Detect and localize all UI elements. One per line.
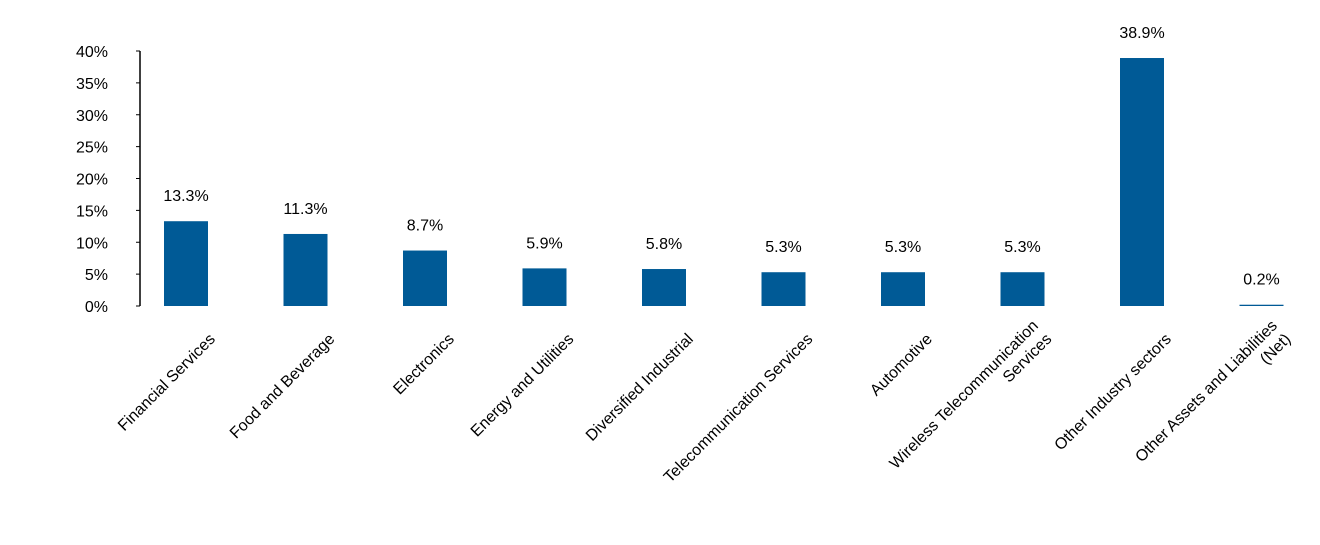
y-axis: 0% 5% 10% 15% 20% 25% 30% 35% 40%: [76, 44, 141, 316]
bar: [881, 272, 925, 306]
data-label: 13.3%: [163, 188, 208, 205]
x-axis-category-labels: Financial Services Food and Beverage Elect…: [115, 317, 1294, 486]
data-label: 38.9%: [1119, 25, 1164, 42]
y-tick-label: 30%: [76, 108, 108, 125]
bar: [1239, 304, 1284, 306]
x-category-label-line: Electronics: [390, 331, 457, 398]
bar: [761, 272, 806, 306]
y-tick-label: 40%: [76, 44, 108, 61]
x-category-label: Financial Services: [115, 331, 219, 435]
x-category-label-line: Energy and Utilities: [468, 331, 577, 440]
data-label: 5.8%: [646, 236, 682, 253]
bars-group: [164, 58, 1284, 307]
x-category-label-line: Wireless Telecommunication: [887, 317, 1042, 472]
y-tick-label: 0%: [85, 299, 108, 316]
x-category-label: Energy and Utilities: [468, 331, 577, 440]
data-label: 5.9%: [526, 235, 562, 252]
x-category-label-line: Financial Services: [115, 331, 219, 435]
data-label: 11.3%: [283, 201, 327, 218]
x-category-label: Electronics: [390, 331, 457, 398]
data-label: 8.7%: [407, 218, 443, 235]
bar: [403, 250, 447, 306]
y-tick-label: 25%: [76, 140, 108, 157]
y-tick-label: 35%: [76, 76, 108, 93]
bar: [164, 221, 208, 306]
x-category-label-line: Automotive: [867, 331, 936, 400]
x-category-label: Automotive: [867, 331, 936, 400]
data-label: 0.2%: [1243, 272, 1279, 289]
bar: [1000, 272, 1045, 306]
x-category-label: Diversified Industrial: [583, 331, 697, 445]
x-category-label: Food and Beverage: [227, 331, 338, 442]
data-label: 5.3%: [885, 239, 921, 256]
bar: [522, 268, 567, 306]
data-labels-group: 13.3% 11.3% 8.7% 5.9% 5.8% 5.3% 5.3% 5.3% 38.9% 0…: [163, 25, 1279, 289]
y-tick-label: 10%: [76, 235, 108, 252]
y-tick-label: 5%: [85, 267, 108, 284]
data-label: 5.3%: [765, 239, 801, 256]
x-category-label-line: Food and Beverage: [227, 331, 338, 442]
y-tick-label: 15%: [76, 203, 108, 220]
data-label: 5.3%: [1004, 239, 1040, 256]
y-tick-label: 20%: [76, 172, 108, 189]
bar: [1120, 58, 1164, 307]
x-category-label-line: Diversified Industrial: [583, 331, 697, 445]
bar: [642, 269, 686, 306]
bar: [283, 233, 328, 306]
